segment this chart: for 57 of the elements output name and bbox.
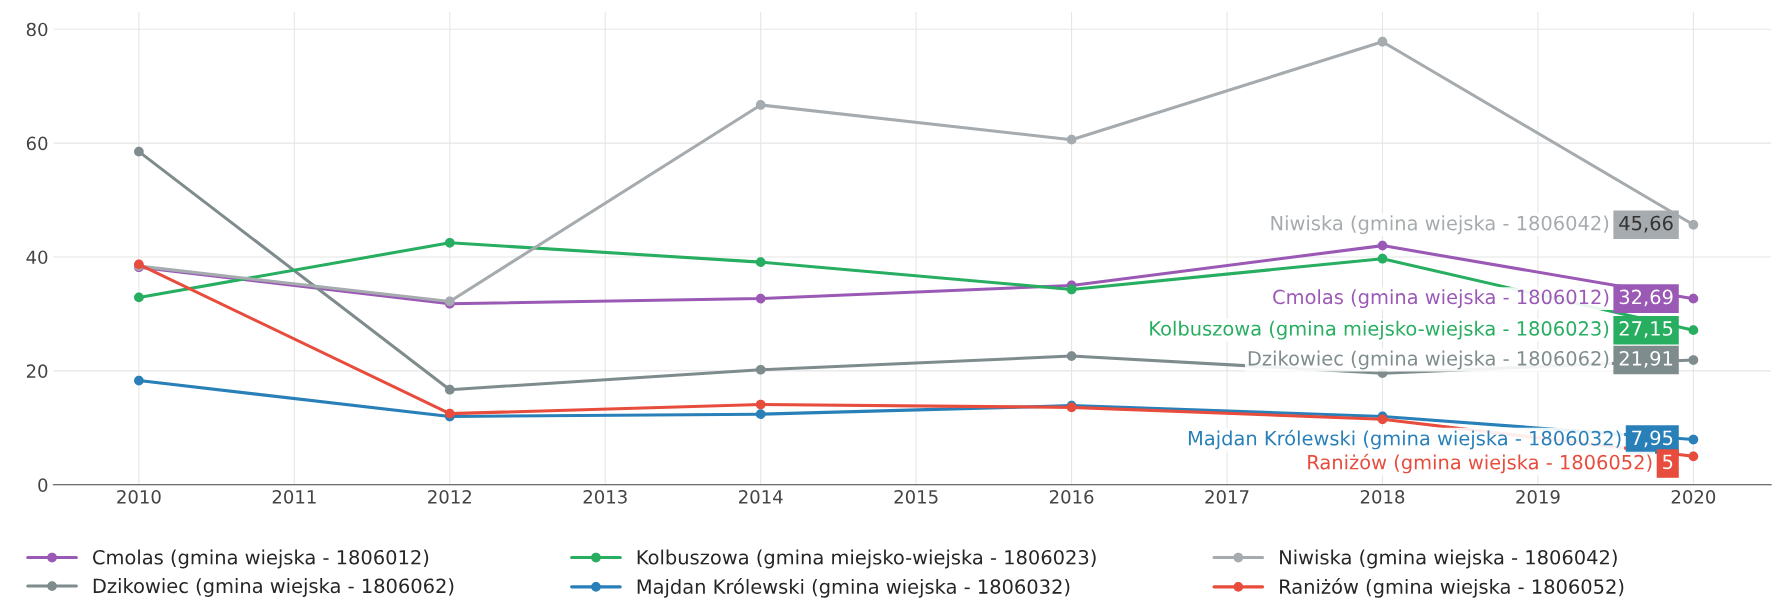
point: [755, 293, 766, 304]
point: [1688, 434, 1699, 445]
legend-label: Raniżów (gmina wiejska - 1806052): [1280, 578, 1624, 598]
legend-label: Niwiska (gmina wiejska - 1806042): [1280, 549, 1617, 569]
text: Kolbuszowa (gmina miejsko-wiejska - 1806023): [1150, 320, 1609, 340]
x-tick-label: 2012: [428, 489, 471, 504]
data-label: 32,69: [1619, 289, 1673, 307]
x-tick-label: 2020: [1671, 489, 1716, 504]
point: [1377, 253, 1388, 264]
point: [1377, 240, 1388, 251]
point: [755, 257, 766, 267]
legend-label: Cmolas (gmina wiejska - 1806012): [93, 549, 429, 569]
point: [755, 409, 766, 420]
legend-label: Kolbuszowa (gmina miejsko-wiejska - 1806023): [637, 549, 1096, 569]
y-tick-label: 60: [26, 136, 48, 151]
point: [444, 237, 455, 248]
data-label: 21,91: [1619, 350, 1673, 368]
point: [1066, 284, 1077, 295]
x-tick-label: 2016: [1049, 489, 1094, 504]
point: [755, 364, 766, 375]
x-tick-label: 2018: [1360, 489, 1405, 504]
y-tick-label: 40: [26, 250, 48, 265]
x-tick-label: 2019: [1516, 489, 1560, 504]
x-tick-label: 2010: [117, 489, 161, 504]
text: Raniżów (gmina wiejska - 1806052): [1308, 453, 1652, 474]
point: [1688, 451, 1699, 462]
x-tick-label: 2015: [894, 489, 938, 504]
legend-label: Majdan Królewski (gmina wiejska - 1806032): [637, 578, 1070, 598]
x-tick-label: 2014: [739, 489, 783, 504]
data-label: 5: [1663, 454, 1673, 470]
point: [755, 399, 766, 410]
text: Dzikowiec (gmina wiejska - 1806062): [1248, 350, 1609, 370]
point: [444, 384, 455, 395]
legend-label: Dzikowiec (gmina wiejska - 1806062): [93, 578, 454, 597]
data-label: 45,66: [1619, 215, 1673, 233]
point: [134, 375, 144, 386]
data-label: 27,15: [1619, 321, 1673, 338]
y-tick-label: 20: [26, 364, 48, 379]
point: [134, 292, 144, 303]
x-tick-label: 2013: [583, 489, 627, 504]
point: [755, 100, 766, 110]
point: [1688, 325, 1699, 336]
y-tick-label: 0: [38, 478, 48, 492]
text: Niwiska (gmina wiejska - 1806042): [1271, 215, 1609, 235]
text: Majdan Królewski (gmina wiejska - 1806032): [1188, 429, 1621, 450]
data-label: 7,95: [1632, 430, 1673, 448]
x-tick-label: 2011: [272, 489, 316, 504]
text: Cmolas (gmina wiejska - 1806012): [1273, 289, 1609, 309]
y-tick-label: 80: [26, 22, 48, 37]
point: [1066, 351, 1077, 361]
point: [1377, 36, 1388, 47]
point: [1688, 293, 1699, 304]
x-tick-label: 2017: [1205, 489, 1249, 504]
point: [1688, 355, 1699, 365]
point: [1688, 219, 1699, 230]
point: [134, 146, 144, 157]
point: [1066, 134, 1077, 145]
